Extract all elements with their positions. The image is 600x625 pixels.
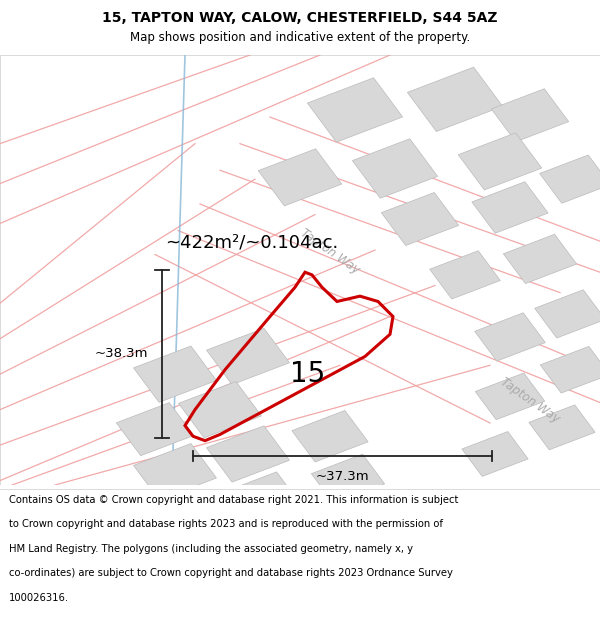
Polygon shape [352,139,437,198]
Text: 100026316.: 100026316. [9,592,69,602]
Text: co-ordinates) are subject to Crown copyright and database rights 2023 Ordnance S: co-ordinates) are subject to Crown copyr… [9,568,453,578]
Polygon shape [529,405,595,450]
Polygon shape [458,133,542,190]
Polygon shape [535,290,600,338]
Polygon shape [540,346,600,393]
Text: Map shows position and indicative extent of the property.: Map shows position and indicative extent… [130,31,470,44]
Polygon shape [382,192,458,246]
Text: to Crown copyright and database rights 2023 and is reproduced with the permissio: to Crown copyright and database rights 2… [9,519,443,529]
Polygon shape [311,454,385,503]
Text: 15, TAPTON WAY, CALOW, CHESTERFIELD, S44 5AZ: 15, TAPTON WAY, CALOW, CHESTERFIELD, S44… [102,11,498,25]
Polygon shape [539,155,600,203]
Polygon shape [226,472,299,521]
Polygon shape [475,373,545,419]
Polygon shape [430,251,500,299]
Polygon shape [179,381,262,438]
Polygon shape [206,328,289,384]
Text: ~38.3m: ~38.3m [95,348,148,360]
Polygon shape [491,89,569,142]
Polygon shape [407,67,503,131]
Polygon shape [462,431,528,476]
Polygon shape [258,149,342,206]
Text: ~37.3m: ~37.3m [315,470,369,483]
Text: HM Land Registry. The polygons (including the associated geometry, namely x, y: HM Land Registry. The polygons (includin… [9,544,413,554]
Text: 15: 15 [290,360,326,388]
Polygon shape [472,182,548,233]
Polygon shape [134,346,217,403]
Polygon shape [134,444,217,500]
Polygon shape [292,411,368,462]
Text: ~422m²/~0.104ac.: ~422m²/~0.104ac. [165,234,338,252]
Polygon shape [475,312,545,361]
Text: Tapton Way: Tapton Way [298,227,362,277]
Polygon shape [206,426,289,482]
Text: Tapton Way: Tapton Way [498,376,562,426]
Polygon shape [145,487,218,536]
Polygon shape [307,78,403,142]
Polygon shape [116,402,194,456]
Text: Contains OS data © Crown copyright and database right 2021. This information is : Contains OS data © Crown copyright and d… [9,495,458,505]
Polygon shape [503,234,577,284]
